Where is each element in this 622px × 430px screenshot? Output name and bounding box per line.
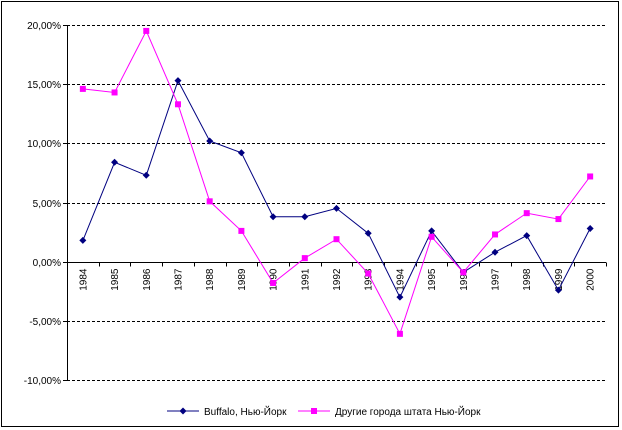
x-tick-label: 2000 — [586, 268, 597, 291]
data-point — [555, 216, 562, 223]
x-tick-label: 1987 — [173, 268, 184, 291]
data-point — [238, 227, 245, 234]
data-point — [174, 101, 181, 108]
data-point — [460, 269, 467, 276]
data-point — [206, 198, 213, 205]
data-point — [586, 225, 594, 233]
data-point — [523, 210, 530, 217]
x-tick-label: 1988 — [205, 268, 216, 291]
data-point — [301, 255, 308, 262]
x-tick-label: 1993 — [364, 268, 375, 291]
data-point — [364, 229, 372, 237]
data-point — [523, 232, 531, 240]
y-tick-label: -10,00% — [24, 376, 61, 387]
x-tick-label: 1990 — [269, 268, 280, 291]
data-point — [142, 171, 150, 179]
x-tick-label: 1994 — [395, 268, 406, 291]
data-point — [428, 233, 435, 240]
x-tick-label: 1998 — [522, 268, 533, 291]
x-tick-label: 1991 — [300, 268, 311, 291]
line-buffalo — [82, 79, 591, 299]
axes — [63, 25, 607, 381]
data-point — [79, 236, 87, 244]
data-point — [269, 213, 277, 221]
data-point — [396, 293, 404, 301]
data-point — [301, 213, 309, 221]
data-point — [428, 227, 436, 235]
y-tick-label: 5,00% — [33, 199, 61, 210]
y-tick-label: -5,00% — [29, 317, 61, 328]
x-tick-label: 1996 — [459, 268, 470, 291]
data-point — [333, 236, 340, 243]
data-point — [365, 270, 372, 277]
x-tick-labels: 1984 1985 1986 1987 1988 1989 1990 1991 1992 1993… — [78, 268, 596, 291]
data-point — [333, 204, 340, 212]
data-point — [206, 137, 214, 145]
data-point — [111, 158, 119, 166]
data-point — [491, 248, 499, 256]
x-tick-label: 1995 — [427, 268, 438, 291]
data-point — [587, 173, 594, 180]
y-tick-label: 0,00% — [33, 258, 61, 269]
data-point — [237, 149, 245, 157]
y-tick-label: 15,00% — [27, 80, 61, 91]
legend-marker-other-cities — [311, 408, 317, 414]
data-point — [396, 330, 403, 337]
data-series — [79, 27, 594, 337]
series-other-cities — [79, 27, 594, 337]
data-point — [79, 85, 86, 92]
grid-lines — [67, 25, 606, 381]
x-tick-label: 1986 — [142, 268, 153, 291]
x-tick-label: 1997 — [491, 268, 502, 291]
x-tick-label: 1984 — [78, 268, 89, 291]
series-buffalo — [79, 77, 594, 301]
data-point — [111, 89, 118, 96]
y-tick-label: 10,00% — [27, 139, 61, 150]
data-point — [554, 286, 562, 294]
data-point — [143, 27, 150, 34]
legend[interactable]: Buffalo, Нью-Йорк Другие города штата Нь… — [167, 405, 481, 418]
legend-marker-buffalo — [179, 407, 187, 415]
x-tick-label: 1989 — [237, 268, 248, 291]
x-tick-label: 1985 — [110, 268, 121, 291]
data-point — [174, 77, 182, 85]
x-tick-label: 1992 — [332, 268, 343, 291]
y-tick-labels: -10,00% -5,00% 0,00% 5,00% 10,00% 15,00% 20,00… — [24, 21, 61, 387]
data-point — [492, 231, 499, 238]
x-tick-label: 1999 — [554, 268, 565, 291]
legend-label-other-cities: Другие города штата Нью-Йорк — [335, 405, 481, 418]
y-tick-label: 20,00% — [27, 21, 61, 32]
legend-label-buffalo: Buffalo, Нью-Йорк — [204, 405, 287, 418]
data-point — [270, 279, 277, 286]
